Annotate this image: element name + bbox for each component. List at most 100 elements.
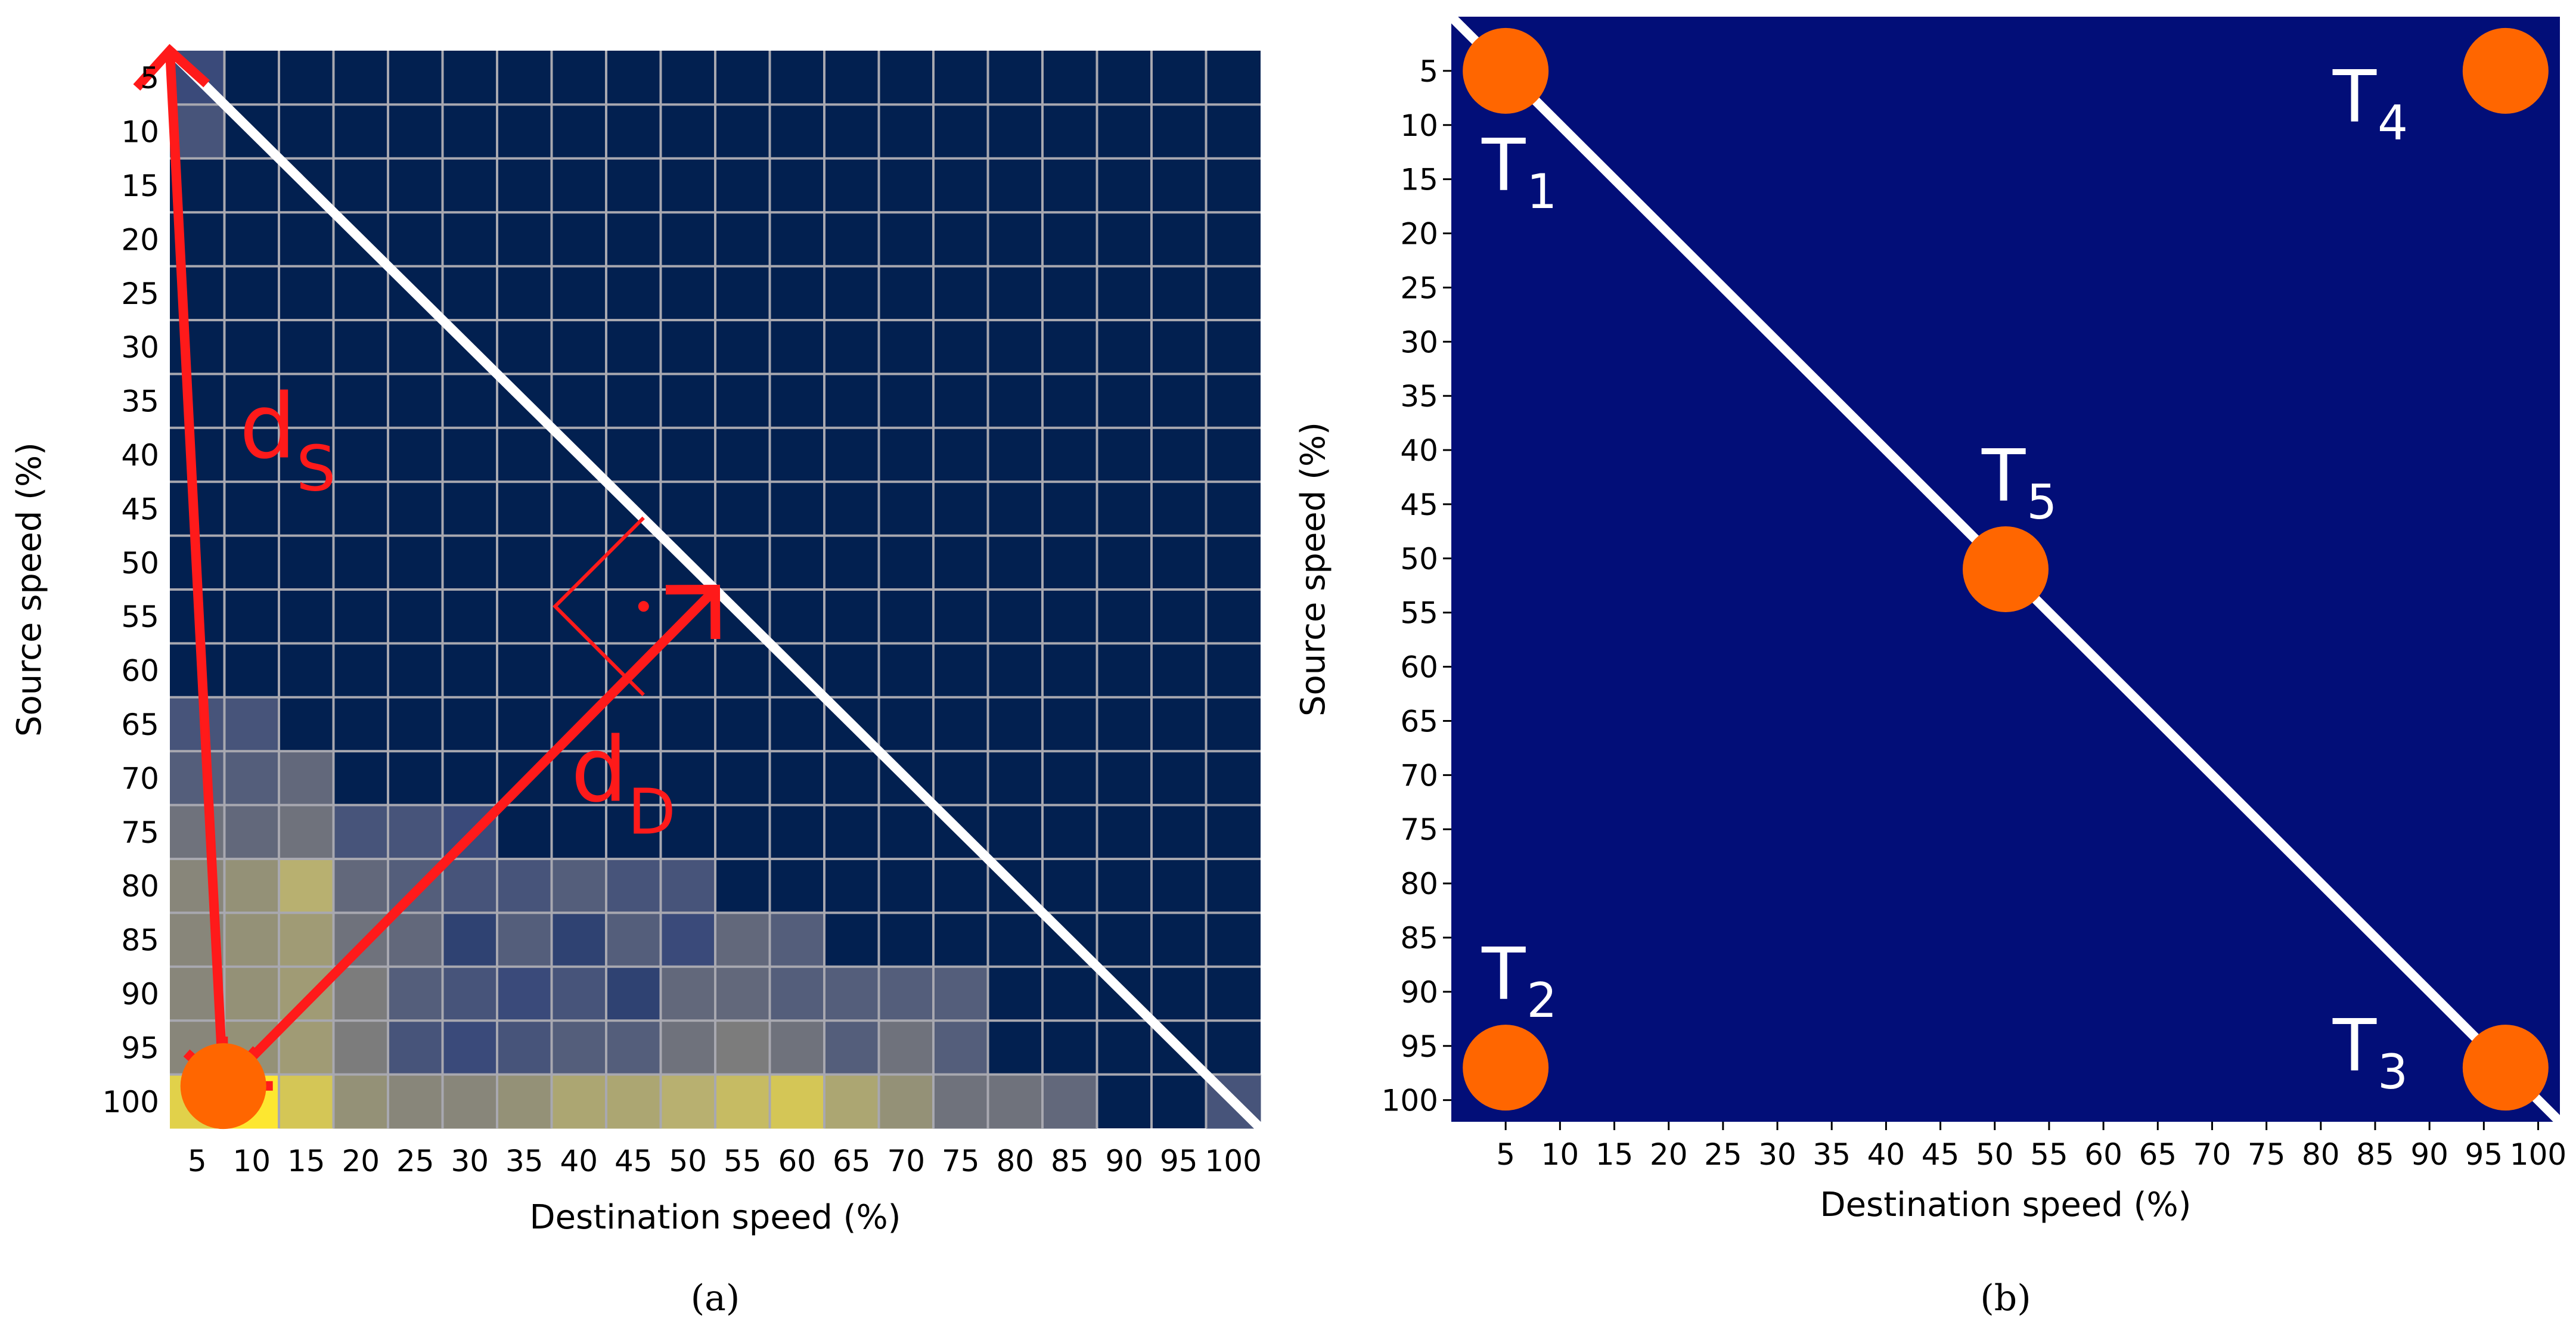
heatmap-cell	[333, 913, 389, 967]
y-tick-label: 65	[121, 708, 159, 742]
y-tick-label: 5	[140, 61, 159, 95]
heatmap-cell	[988, 1074, 1043, 1129]
heatmap-cell	[551, 1074, 607, 1129]
heatmap-cell	[551, 966, 607, 1021]
y-tick-label: 55	[1400, 596, 1438, 631]
y-tick-label: 30	[121, 330, 159, 365]
y-tick-label: 15	[121, 169, 159, 203]
heatmap-cell	[170, 697, 225, 752]
x-tick-label: 90	[1105, 1144, 1143, 1178]
y-tick-label: 50	[121, 546, 159, 581]
heatmap-cell	[279, 1020, 334, 1075]
x-tick-label: 40	[1867, 1137, 1905, 1172]
heatmap-cell	[769, 1020, 825, 1075]
right-angle-dot	[638, 601, 649, 612]
heatmap-cell	[279, 805, 334, 860]
y-tick-label: 85	[121, 923, 159, 958]
heatmap-cell	[715, 1020, 770, 1075]
x-tick-label: 25	[1704, 1137, 1742, 1172]
x-tick-label: 10	[232, 1144, 271, 1178]
x-tick-label: 60	[778, 1144, 816, 1178]
y-tick-label: 80	[121, 869, 159, 904]
heatmap-cell	[224, 913, 280, 967]
x-tick-label: 30	[1758, 1137, 1796, 1172]
annotation-subscript: S	[296, 432, 336, 505]
y-tick-label: 25	[121, 277, 159, 311]
heatmap-cell	[660, 913, 716, 967]
panel-b-caption: (b)	[1980, 1277, 2031, 1319]
heatmap-cell	[442, 913, 498, 967]
heatmap-cell	[606, 966, 661, 1021]
heatmap-cell	[170, 751, 225, 806]
x-tick-label: 45	[614, 1144, 653, 1178]
x-tick-label: 100	[1205, 1144, 1262, 1178]
y-tick-label: 95	[1400, 1029, 1438, 1064]
right-angle-corner	[553, 516, 645, 696]
heatmap-cell	[497, 1020, 552, 1075]
y-tick-label: 80	[1400, 867, 1438, 901]
heatmap-cell	[333, 966, 389, 1021]
panel-a-y-tick-labels: 5 10 15 20 25 30 35 40 45 50 55 60 65 70 75 80 85 90 95 100	[103, 61, 159, 1119]
panel-a-caption: (a)	[691, 1277, 740, 1319]
x-tick-label: 95	[1160, 1144, 1198, 1178]
y-tick-label: 10	[121, 115, 159, 150]
panel-b-y-axis-label: Source speed (%)	[1294, 422, 1333, 716]
x-tick-label: 55	[2030, 1137, 2068, 1172]
y-tick-label: 50	[1400, 542, 1438, 576]
x-tick-label: 55	[724, 1144, 762, 1178]
heatmap-cell	[388, 805, 443, 860]
heatmap-cell	[606, 859, 661, 913]
x-tick-label: 50	[669, 1144, 707, 1178]
y-tick-label: 20	[121, 222, 159, 257]
heatmap-cell	[224, 751, 280, 806]
x-tick-label: 65	[2139, 1137, 2177, 1172]
y-tick-label: 60	[121, 654, 159, 688]
y-tick-label: 65	[1400, 704, 1438, 739]
x-tick-label: 15	[1596, 1137, 1634, 1172]
heatmap-cell	[606, 1020, 661, 1075]
y-tick-label: 30	[1400, 325, 1438, 359]
y-tick-label: 15	[1400, 163, 1438, 197]
heatmap-cell	[933, 1074, 988, 1129]
heatmap-cell	[551, 1020, 607, 1075]
panel-b-y-tick-labels: 5 10 15 20 25 30 35 40 45 50 55 60 65 70 75 80 85 90 95 100	[1382, 54, 1451, 1118]
x-tick-label: 25	[396, 1144, 434, 1178]
panel-a-grid	[170, 51, 1261, 1128]
heatmap-cell	[333, 805, 389, 860]
x-tick-label: 65	[833, 1144, 871, 1178]
x-tick-label: 60	[2084, 1137, 2122, 1172]
heatmap-cell	[715, 1074, 770, 1129]
heatmap-cell	[769, 1074, 825, 1129]
point-label-t2: T2	[1481, 933, 1557, 1028]
point-t2	[1463, 1025, 1549, 1111]
x-tick-label: 5	[1496, 1137, 1515, 1172]
y-tick-label: 45	[1400, 488, 1438, 522]
x-tick-label: 35	[1812, 1137, 1851, 1172]
x-tick-label: 35	[505, 1144, 544, 1178]
y-tick-label: 75	[1400, 812, 1438, 847]
x-tick-label: 70	[887, 1144, 925, 1178]
y-tick-label: 35	[121, 384, 159, 419]
panel-b-x-axis-label: Destination speed (%)	[1820, 1186, 2191, 1224]
heatmap-cell	[933, 966, 988, 1021]
y-tick-label: 100	[1382, 1084, 1438, 1118]
x-tick-label: 100	[2510, 1137, 2566, 1172]
x-tick-label: 70	[2193, 1137, 2232, 1172]
heatmap-cell	[497, 966, 552, 1021]
heatmap-cell	[279, 966, 334, 1021]
heatmap-cell	[715, 913, 770, 967]
heatmap-cell	[333, 1020, 389, 1075]
heatmap-cell	[279, 913, 334, 967]
y-tick-label: 5	[1419, 54, 1438, 89]
heatmap-cell	[388, 966, 443, 1021]
panel-b-x-tick-labels: 5 10 15 20 25 30 35 40 45 50 55 60 65 70 75 80 85 90 95 100	[1496, 1122, 2566, 1172]
point-t5	[1963, 526, 2049, 612]
x-tick-label: 85	[2356, 1137, 2394, 1172]
panel-b-points	[1463, 27, 2549, 1111]
heatmap-cell	[551, 859, 607, 913]
panel-a-x-tick-labels: 5 10 15 20 25 30 35 40 45 50 55 60 65 70 75 80 85 90 95 100	[188, 1144, 1262, 1178]
y-tick-label: 95	[121, 1031, 159, 1065]
point-label-subscript: 1	[1526, 164, 1557, 219]
